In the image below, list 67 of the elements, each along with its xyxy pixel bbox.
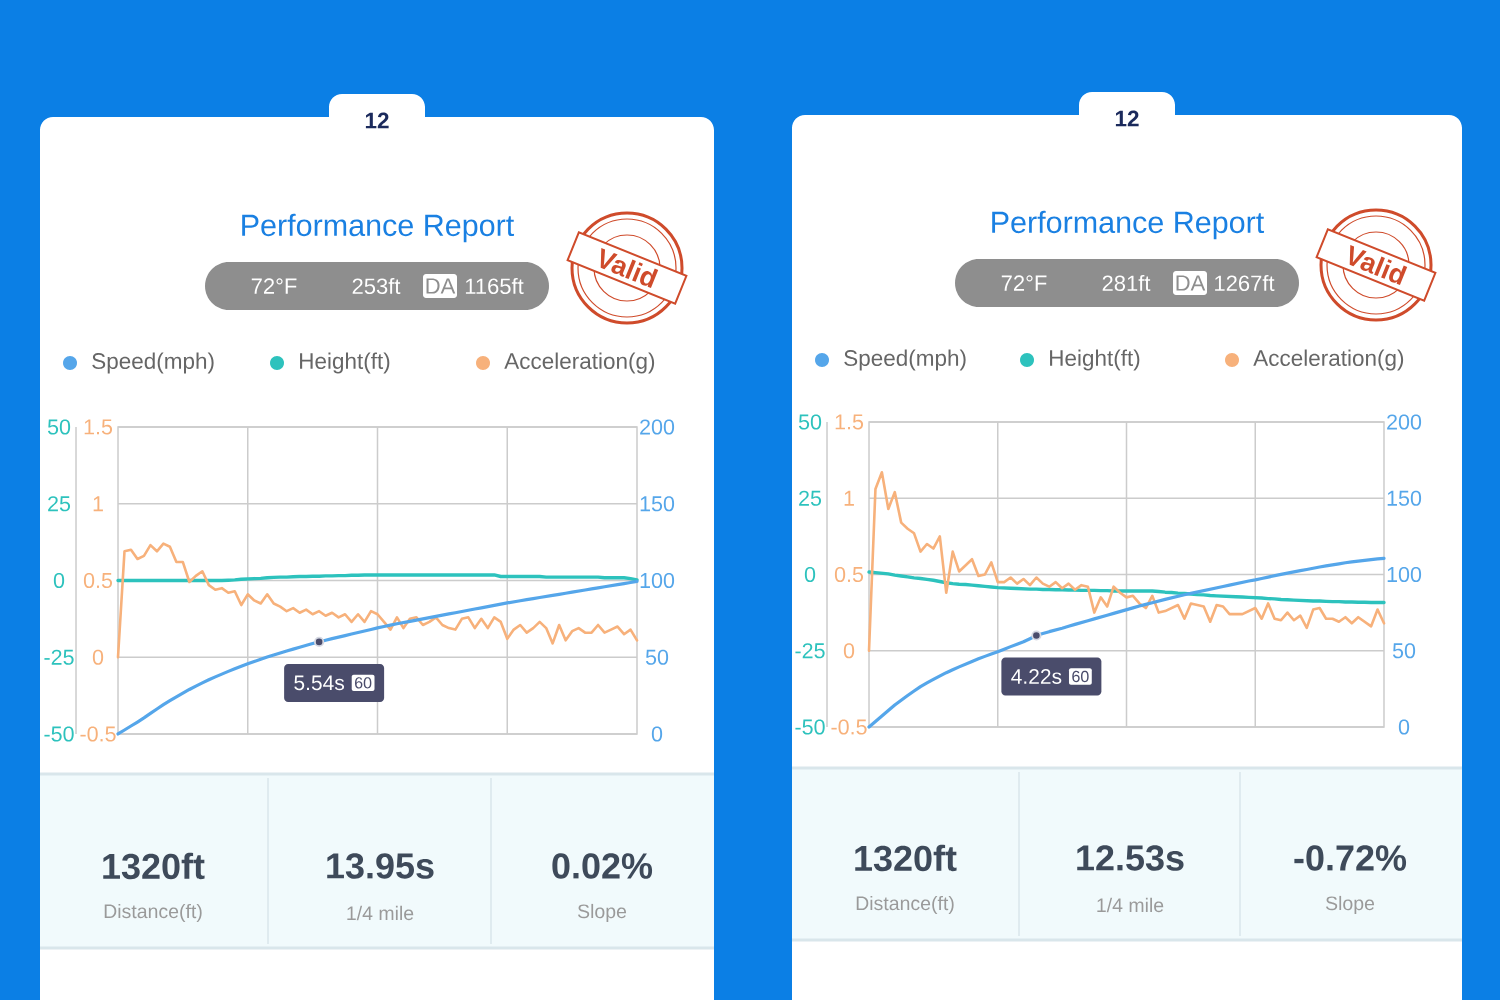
y3-tick-label: 1 xyxy=(93,496,103,512)
text: 281ft xyxy=(1102,274,1151,292)
y2-tick-label: -50 xyxy=(44,726,74,742)
text: 72°F xyxy=(251,278,297,294)
y-tick-label: 150 xyxy=(1387,490,1422,506)
text: Slope xyxy=(1325,895,1375,915)
y3-tick-label: 0 xyxy=(843,643,855,659)
text: Valid xyxy=(1349,244,1408,286)
y-tick-label: 200 xyxy=(1387,414,1422,430)
legend-label: Height(ft) xyxy=(1050,349,1140,371)
text: 1/4 mile xyxy=(347,905,414,921)
y2-tick-label: 0 xyxy=(804,566,816,583)
y-tick-label: 200 xyxy=(640,419,675,435)
annotation: 4.22s xyxy=(1011,669,1062,684)
text: 0.02% xyxy=(552,853,653,879)
text: 12 xyxy=(365,112,389,129)
y2-tick-label: -50 xyxy=(795,719,825,735)
y-tick-label: 50 xyxy=(1392,643,1416,659)
line-series xyxy=(116,542,639,659)
y-tick-label: 50 xyxy=(645,649,669,665)
text: 253ft xyxy=(352,277,401,295)
text: 1/4 mile xyxy=(1097,897,1164,913)
y2-tick-label: 25 xyxy=(48,496,71,512)
text: Distance(ft) xyxy=(104,903,202,923)
text: DA xyxy=(426,278,456,294)
text: 1320ft xyxy=(103,852,205,880)
y-tick-label: 0 xyxy=(651,726,663,742)
text: DA xyxy=(1176,275,1206,291)
chart-title: Performance Report xyxy=(242,213,515,243)
annotation: 60 xyxy=(355,677,372,689)
y-tick-label: 100 xyxy=(1387,566,1422,583)
y2-tick-label: -25 xyxy=(795,643,825,659)
text: 72°F xyxy=(1001,275,1047,291)
y-tick-label: 0 xyxy=(1398,719,1410,735)
text: 12 xyxy=(1115,110,1139,127)
y2-tick-label: 0 xyxy=(53,572,65,589)
text: 1320ft xyxy=(855,844,957,872)
y-tick-label: 100 xyxy=(640,572,675,589)
legend-label: Speed(mph) xyxy=(92,352,214,374)
text: Slope xyxy=(577,903,627,923)
y3-tick-label: 0 xyxy=(92,649,104,665)
text: -0.72% xyxy=(1294,845,1407,871)
y3-tick-label: 1 xyxy=(844,490,854,506)
y3-tick-label: 1.5 xyxy=(84,419,113,435)
y2-tick-label: -25 xyxy=(44,649,74,665)
y3-tick-label: 1.5 xyxy=(835,414,864,430)
y3-tick-label: -0.5 xyxy=(80,726,116,742)
legend-label: Speed(mph) xyxy=(844,349,966,371)
annotation: 60 xyxy=(1072,670,1089,683)
y2-tick-label: 25 xyxy=(799,490,822,506)
y-tick-label: 150 xyxy=(640,496,675,512)
legend-label: Height(ft) xyxy=(300,352,390,374)
text: 12.53s xyxy=(1077,845,1184,871)
y2-tick-label: 50 xyxy=(798,414,822,430)
legend-label: Acceleration(g) xyxy=(504,352,655,374)
chart-title: Performance Report xyxy=(992,210,1265,240)
text: Distance(ft) xyxy=(856,895,954,915)
text: 1165ft xyxy=(465,277,524,295)
y2-tick-label: 50 xyxy=(47,419,71,435)
annotation: 5.54s xyxy=(294,675,345,691)
text: 1267ft xyxy=(1215,274,1275,292)
y3-tick-label: 0.5 xyxy=(83,572,113,589)
text: Valid xyxy=(600,247,659,289)
text: 13.95s xyxy=(327,853,434,879)
y3-tick-label: 0.5 xyxy=(834,566,864,583)
legend-label: Acceleration(g) xyxy=(1253,349,1404,371)
y3-tick-label: -0.5 xyxy=(831,719,867,735)
